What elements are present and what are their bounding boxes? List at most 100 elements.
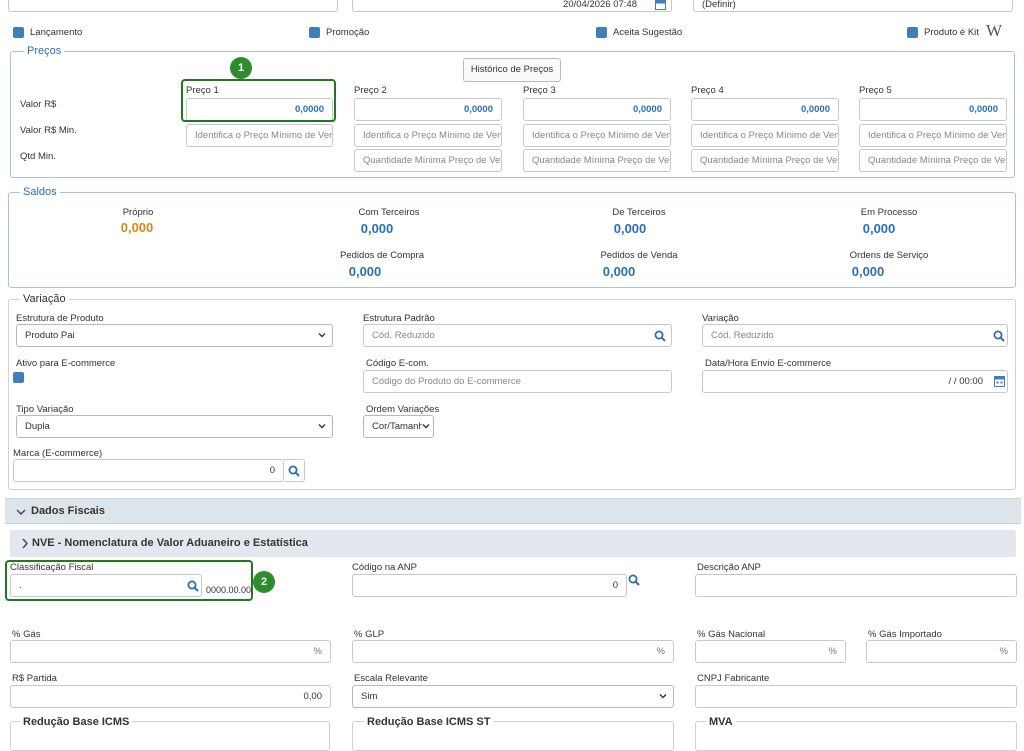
- valor-rs-label: Valor R$: [20, 99, 57, 110]
- variacao-placeholder: Cód. Reduzido: [711, 330, 774, 341]
- nve-header[interactable]: NVE - Nomenclatura de Valor Aduaneiro e …: [10, 530, 1016, 557]
- top-left-field[interactable]: [8, 0, 338, 12]
- search-icon[interactable]: [993, 330, 1005, 342]
- produto-kit-label: Produto é Kit: [924, 27, 979, 38]
- mva-legend: MVA: [706, 716, 736, 728]
- codigo-ecom-label: Código E-com.: [366, 358, 429, 369]
- callout-badge-1: 1: [230, 57, 252, 79]
- gas-nacional-suffix: %: [828, 646, 837, 657]
- reducao-icms-legend: Redução Base ICMS: [20, 716, 133, 728]
- preco-1-min-placeholder: Identifica o Preço Mínimo de Ven: [195, 130, 333, 141]
- codigo-ecom-input[interactable]: Código do Produto do E-commerce: [363, 370, 672, 393]
- saldo-pedidos-compra-label: Pedidos de Compra: [340, 250, 424, 261]
- chevron-right-icon: [22, 538, 28, 549]
- data-envio-label: Data/Hora Envio E-commerce: [705, 358, 832, 369]
- search-icon[interactable]: [187, 580, 199, 592]
- preco-2-qty-input[interactable]: Quantidade Mínima Preço de Ver: [354, 149, 502, 172]
- preco-5-input[interactable]: 0,0000: [859, 98, 1007, 121]
- preco-1-value: 0,0000: [294, 104, 324, 115]
- search-icon: [288, 465, 300, 477]
- promocao-checkbox[interactable]: [309, 27, 320, 38]
- aceita-sugestao-label: Aceita Sugestão: [613, 27, 683, 38]
- estrutura-produto-select[interactable]: Produto Pai: [16, 324, 333, 347]
- cnpj-fabricante-input[interactable]: [695, 685, 1017, 708]
- descricao-anp-label: Descrição ANP: [697, 562, 761, 573]
- calendar-icon[interactable]: [655, 0, 666, 10]
- descricao-anp-input[interactable]: [695, 574, 1017, 597]
- classificacao-fiscal-input[interactable]: .: [10, 574, 202, 597]
- wikipedia-icon[interactable]: W: [986, 21, 1003, 40]
- datetime-field[interactable]: 20/04/2026 07:48: [352, 0, 672, 12]
- saldos-legend: Saldos: [20, 186, 60, 198]
- produto-kit-checkbox[interactable]: [907, 27, 918, 38]
- marca-input[interactable]: 0: [13, 459, 284, 482]
- preco-3-label: Preço 3: [523, 85, 556, 96]
- ordem-variacoes-select[interactable]: Cor/Tamanho: [363, 415, 434, 438]
- gas-importado-input[interactable]: %: [866, 640, 1017, 663]
- tipo-variacao-label: Tipo Variação: [16, 404, 74, 415]
- cnpj-fabricante-label: CNPJ Fabricante: [697, 673, 770, 684]
- escala-relevante-select[interactable]: Sim: [352, 685, 674, 708]
- precos-fieldset: [10, 51, 1015, 178]
- estrutura-padrao-input[interactable]: Cód. Reduzido: [363, 324, 672, 347]
- codigo-anp-input[interactable]: 0: [352, 574, 627, 597]
- callout-box-2: [5, 560, 253, 601]
- preco-4-input[interactable]: 0,0000: [691, 98, 839, 121]
- mva-fieldset: [695, 721, 1017, 751]
- gas-input[interactable]: %: [10, 640, 331, 663]
- marca-search-button[interactable]: [284, 459, 305, 482]
- chevron-down-icon: [16, 509, 26, 515]
- aceita-sugestao-checkbox[interactable]: [596, 27, 607, 38]
- preco-1-min-input[interactable]: Identifica o Preço Mínimo de Ven: [186, 124, 333, 147]
- ordem-variacoes-label: Ordem Variações: [366, 404, 440, 415]
- precos-legend: Preços: [24, 45, 65, 57]
- definir-field[interactable]: (Definir): [693, 0, 1013, 12]
- preco-4-qty-placeholder: Quantidade Mínima Preço de Ver: [700, 155, 839, 166]
- preco-5-min-input[interactable]: Identifica o Preço Mínimo de Ven: [859, 124, 1007, 147]
- preco-4-min-input[interactable]: Identifica o Preço Mínimo de Ven: [691, 124, 839, 147]
- saldo-com-terceiros-value: 0,000: [360, 221, 394, 236]
- gas-nacional-input[interactable]: %: [695, 640, 846, 663]
- chevron-down-icon: [422, 422, 430, 430]
- preco-3-input[interactable]: 0,0000: [523, 98, 671, 121]
- nve-title: NVE - Nomenclatura de Valor Aduaneiro e …: [32, 537, 308, 549]
- variacao-fieldset: [8, 299, 1016, 490]
- preco-2-value: 0,0000: [463, 104, 493, 115]
- preco-5-min-placeholder: Identifica o Preço Mínimo de Ven: [868, 130, 1007, 141]
- glp-input[interactable]: %: [352, 640, 674, 663]
- ativo-ecommerce-label: Ativo para E-commerce: [16, 358, 116, 369]
- historico-precos-label: Histórico de Preços: [470, 64, 554, 75]
- preco-2-min-placeholder: Identifica o Preço Mínimo de Ven: [363, 130, 502, 141]
- preco-4-qty-input[interactable]: Quantidade Mínima Preço de Ver: [691, 149, 839, 172]
- datetime-value: 20/04/2026 07:48: [563, 0, 637, 10]
- classificacao-fiscal-value: .: [19, 580, 22, 591]
- search-icon[interactable]: [628, 574, 640, 586]
- estrutura-padrao-label: Estrutura Padrão: [363, 313, 435, 324]
- rs-partida-input[interactable]: 0,00: [10, 685, 331, 708]
- search-icon[interactable]: [654, 330, 666, 342]
- chevron-down-icon: [659, 694, 667, 699]
- gas-importado-suffix: %: [999, 646, 1008, 657]
- classificacao-mask: 0000.00.00: [206, 585, 252, 595]
- calendar-icon[interactable]: [994, 376, 1005, 387]
- preco-5-qty-input[interactable]: Quantidade Mínima Preço de Ver: [859, 149, 1007, 172]
- tipo-variacao-select[interactable]: Dupla: [16, 415, 333, 438]
- ativo-ecommerce-checkbox[interactable]: [13, 372, 24, 383]
- saldo-de-terceiros-value: 0,000: [613, 221, 647, 236]
- lancamento-checkbox[interactable]: [13, 27, 24, 38]
- preco-2-min-input[interactable]: Identifica o Preço Mínimo de Ven: [354, 124, 502, 147]
- preco-2-label: Preço 2: [354, 85, 387, 96]
- data-envio-input[interactable]: / / 00:00: [702, 370, 1008, 393]
- preco-2-input[interactable]: 0,0000: [354, 98, 502, 121]
- variacao-input[interactable]: Cód. Reduzido: [702, 324, 1008, 347]
- preco-5-qty-placeholder: Quantidade Mínima Preço de Ver: [868, 155, 1007, 166]
- variacao-legend: Variação: [20, 293, 69, 305]
- saldo-pedidos-venda-value: 0,000: [602, 264, 636, 279]
- historico-precos-button[interactable]: Histórico de Preços: [463, 58, 561, 82]
- promocao-label: Promoção: [326, 27, 370, 38]
- saldo-pedidos-compra-value: 0,000: [348, 264, 382, 279]
- preco-3-min-input[interactable]: Identifica o Preço Mínimo de Ven: [523, 124, 671, 147]
- preco-3-qty-input[interactable]: Quantidade Mínima Preço de Ver: [523, 149, 671, 172]
- lancamento-label: Lançamento: [30, 27, 83, 38]
- dados-fiscais-header[interactable]: Dados Fiscais: [5, 498, 1021, 524]
